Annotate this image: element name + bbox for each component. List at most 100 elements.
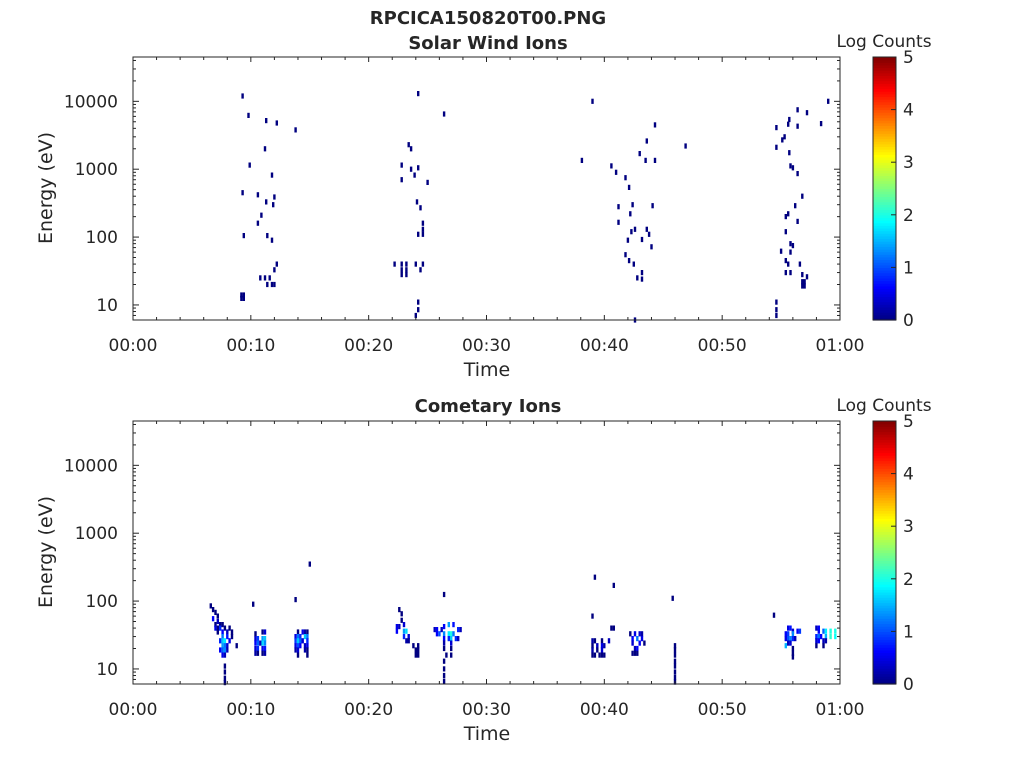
colorbar-segment — [873, 212, 896, 216]
heatmap-cell — [787, 625, 790, 631]
heatmap-cell — [787, 211, 790, 217]
heatmap-cell — [228, 625, 231, 631]
heatmap-cell — [624, 175, 627, 181]
y-tick-label: 10000 — [64, 92, 118, 112]
colorbar-segment — [873, 434, 896, 438]
heatmap-cell — [775, 299, 778, 305]
colorbar-segment — [873, 612, 896, 617]
heatmap-cell — [631, 636, 634, 642]
heatmap-cell — [242, 233, 245, 239]
colorbar-segment — [873, 534, 896, 538]
heatmap-cell — [263, 650, 267, 656]
colorbar-segment — [873, 91, 896, 95]
heatmap-cell — [296, 643, 300, 649]
axes: 00:00 00:10 00:20 00:30 00:40 00:50 01:00 10 100… — [64, 421, 865, 720]
heatmap-cell — [299, 638, 302, 644]
colorbar-segment — [873, 193, 896, 197]
heatmap-cell — [827, 98, 830, 104]
heatmap-cell — [417, 165, 420, 171]
heatmap-cell — [223, 663, 227, 669]
colorbar-segment — [873, 183, 896, 187]
colorbar-segment — [873, 576, 896, 580]
heatmap-cell — [306, 652, 309, 658]
heatmap-cell — [256, 650, 260, 656]
colorbar-segment — [873, 222, 896, 226]
heatmap-cell — [801, 272, 804, 278]
colorbar-segment — [873, 636, 896, 640]
heatmap-cell — [433, 627, 436, 633]
colorbar-segment — [873, 125, 896, 129]
colorbar-segment — [873, 104, 896, 108]
heatmap-cell — [426, 179, 429, 185]
heatmap-cell — [815, 643, 818, 649]
heatmap-cell — [301, 638, 304, 644]
colorbar: 0 1 2 3 4 5 — [872, 48, 914, 331]
colorbar-segment — [873, 552, 896, 556]
colorbar-segment — [873, 70, 896, 74]
heatmap-cell — [638, 631, 641, 637]
colorbar-label: Log Counts — [836, 396, 931, 416]
heatmap-cell — [417, 647, 420, 653]
colorbar-segment — [873, 309, 896, 313]
colorbar-segment — [873, 217, 896, 221]
colorbar-segment — [873, 623, 896, 627]
heatmap-cell — [294, 597, 297, 603]
heatmap-cell — [273, 194, 276, 200]
heatmap-cell — [454, 636, 458, 642]
colorbar-segment — [873, 597, 896, 601]
heatmap-cell — [815, 638, 818, 644]
heatmap-cells — [209, 561, 837, 686]
colorbar-segment — [873, 484, 896, 488]
heatmap-cell — [650, 244, 653, 250]
heatmap-cell — [819, 634, 823, 640]
heatmap-cell — [671, 595, 674, 601]
colorbar-segment — [873, 555, 896, 559]
colorbar-segment — [873, 285, 896, 290]
colorbar-segment — [873, 241, 896, 245]
heatmap-cell — [442, 678, 446, 684]
heatmap-cell — [254, 631, 257, 637]
colorbar-segment — [873, 639, 896, 643]
heatmap-cell — [817, 625, 820, 631]
colorbar-segment — [873, 151, 896, 155]
heatmap-cell — [819, 121, 823, 127]
heatmap-cell — [801, 279, 804, 285]
colorbar-segment — [873, 177, 896, 182]
colorbar-segment — [873, 93, 896, 98]
heatmap-cell — [254, 636, 257, 642]
heatmap-cell — [216, 618, 219, 625]
heatmap-cell — [640, 270, 644, 276]
x-tick-label: 00:40 — [580, 336, 629, 356]
colorbar-segment — [873, 146, 896, 150]
heatmap-cell — [254, 645, 257, 652]
heatmap-cell — [822, 643, 825, 649]
heatmap-cell — [294, 127, 297, 133]
heatmap-cell — [296, 634, 300, 640]
heatmap-cell — [296, 638, 300, 644]
colorbar-segment — [873, 246, 896, 250]
heatmap-cell — [591, 643, 594, 649]
heatmap-cell — [636, 275, 639, 281]
heatmap-cell — [417, 231, 420, 237]
y-tick-label: 10000 — [64, 456, 118, 476]
heatmap-cell — [308, 561, 311, 567]
colorbar-segment — [873, 312, 896, 316]
colorbar-segment — [873, 143, 896, 148]
heatmap-cell — [442, 636, 446, 642]
colorbar-segment — [873, 230, 896, 234]
colorbar: 0 1 2 3 4 5 — [872, 412, 914, 695]
heatmap-cell — [794, 636, 797, 642]
heatmap-cell — [398, 624, 401, 630]
colorbar-segment — [873, 463, 896, 467]
colorbar-segment — [873, 227, 896, 232]
heatmap-cell — [263, 146, 267, 152]
heatmap-cell — [402, 628, 406, 634]
colorbar-segment — [873, 620, 896, 625]
colorbar-segment — [873, 220, 896, 224]
heatmap-cell — [294, 647, 297, 653]
heatmap-cell — [834, 628, 837, 634]
colorbar-segment — [873, 88, 896, 92]
heatmap-cell — [442, 624, 446, 630]
colorbar-segment — [873, 64, 896, 69]
heatmap-cell — [405, 272, 408, 278]
